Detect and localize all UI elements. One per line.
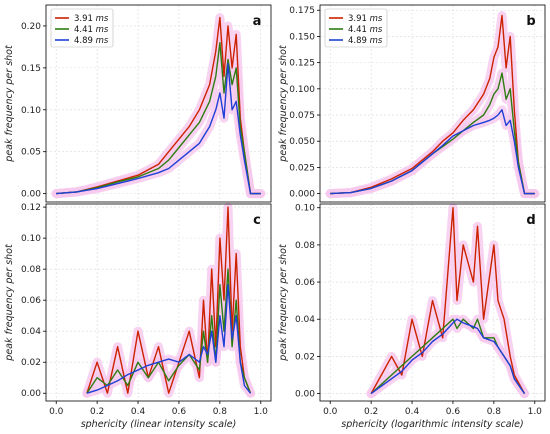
x-tick-label: 0.6 (172, 407, 187, 417)
legend-unit: ms (370, 14, 383, 24)
x-axis-label: sphericity (linear intensity scale) (81, 419, 237, 430)
x-tick-label: 0.0 (323, 407, 338, 417)
x-tick-label: 0.6 (446, 407, 461, 417)
panel-d: 0.00 0.02 0.04 0.06 0.08 0.10 0.0 0.2 0.4 0.6 0.8 1… (278, 203, 546, 430)
panel-c: 0.00 0.02 0.04 0.06 0.08 0.10 0.12 0.0 0.2 0.4 0.6… (4, 202, 272, 430)
y-tick-label: 0.04 (295, 315, 315, 325)
series-line-489 (56, 63, 261, 195)
y-tick-label: 0.15 (21, 64, 41, 74)
series-line-489 (330, 109, 535, 195)
series-line-441 (56, 42, 261, 195)
x-tick-label: 0.8 (487, 407, 502, 417)
legend-unit: ms (96, 14, 109, 24)
legend-label: 4.41 ms (74, 25, 109, 35)
legend-unit: ms (370, 25, 383, 35)
y-tick-label: 0.04 (21, 327, 41, 337)
legend-unit: ms (370, 36, 383, 46)
y-tick-label: 0.00 (295, 390, 315, 400)
x-tick-label: 0.2 (90, 407, 104, 417)
legend-unit: ms (96, 25, 109, 35)
panel-letter: d (526, 213, 535, 228)
y-tick-label: 0.10 (295, 204, 315, 214)
x-tick-label: 1.0 (254, 407, 269, 417)
y-tick-label: 0.02 (295, 352, 315, 362)
x-tick-label: 0.8 (213, 407, 228, 417)
y-tick-label: 0.150 (289, 32, 315, 42)
panel-letter: a (253, 14, 262, 29)
y-axis-label: peak frequency per shot (278, 44, 289, 163)
y-tick-label: 0.175 (289, 6, 315, 16)
x-tick-label: 0.2 (364, 407, 378, 417)
x-tick-label: 1.0 (528, 407, 543, 417)
series-line-391 (86, 206, 252, 394)
y-tick-label: 0.100 (289, 85, 315, 95)
y-axis-label: peak frequency per shot (4, 44, 15, 163)
y-tick-label: 0.05 (21, 148, 41, 158)
legend-label: 3.91 ms (74, 14, 109, 24)
axes-frame (45, 203, 272, 402)
y-tick-label: 0.02 (21, 358, 41, 368)
axes-frame (319, 203, 546, 402)
y-tick-label: 0.12 (21, 203, 41, 213)
y-axis-label: peak frequency per shot (4, 243, 15, 362)
legend-label: 3.91 ms (348, 14, 383, 24)
legend: 3.91 ms4.41 ms4.89 ms (50, 8, 114, 48)
legend: 3.91 ms4.41 ms4.89 ms (324, 8, 388, 48)
y-tick-label: 0.08 (21, 265, 41, 275)
y-tick-label: 0.00 (21, 389, 41, 399)
y-axis-label: peak frequency per shot (278, 243, 289, 362)
series-line-391 (56, 16, 261, 195)
legend-label: 4.89 ms (348, 36, 383, 46)
series-line-489 (86, 284, 252, 394)
y-tick-label: 0.06 (21, 296, 41, 306)
y-tick-label: 0.125 (289, 59, 315, 69)
series-line-391 (370, 206, 526, 394)
y-tick-label: 0.10 (21, 106, 41, 116)
y-tick-label: 0.00 (21, 190, 41, 200)
y-tick-label: 0.075 (289, 111, 315, 121)
x-tick-label: 0.4 (405, 407, 420, 417)
y-tick-label: 0.050 (289, 137, 315, 147)
panel-b: 0.000 0.025 0.050 0.075 0.100 0.125 0.150 0.175… (278, 4, 546, 203)
y-tick-label: 0.10 (21, 234, 41, 244)
y-tick-label: 0.000 (289, 190, 315, 200)
series-line-391 (330, 14, 535, 195)
panel-letter: c (253, 213, 261, 228)
y-tick-label: 0.06 (295, 278, 315, 288)
x-tick-label: 0.0 (49, 407, 64, 417)
y-tick-label: 0.08 (295, 241, 315, 251)
legend-label: 4.41 ms (348, 25, 383, 35)
legend-unit: ms (96, 36, 109, 46)
axes-frame (45, 4, 272, 203)
panel-letter: b (526, 14, 535, 29)
y-tick-label: 0.20 (21, 22, 41, 32)
y-tick-label: 0.025 (289, 163, 315, 173)
x-tick-label: 0.4 (131, 407, 146, 417)
series-line-489 (370, 318, 526, 395)
axes-frame (319, 4, 546, 203)
panel-a: 0.00 0.05 0.10 0.15 0.20 peak frequency per s… (4, 4, 272, 203)
legend-label: 4.89 ms (74, 36, 109, 46)
x-axis-label: sphericity (logarithmic intensity scale) (341, 419, 523, 430)
